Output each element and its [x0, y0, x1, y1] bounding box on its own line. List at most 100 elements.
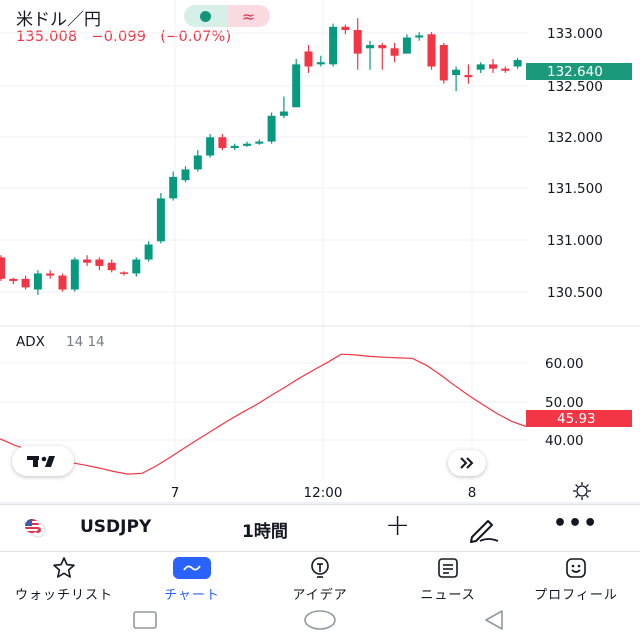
- candle-body: [304, 51, 313, 67]
- time-axis[interactable]: 7 12:00 8: [171, 485, 477, 501]
- market-status-pill[interactable]: ≈: [184, 5, 270, 27]
- star-icon: [53, 557, 75, 578]
- tv-logo-glyph: [27, 456, 55, 467]
- add-indicator-button[interactable]: +: [385, 508, 411, 543]
- candle-body: [193, 155, 202, 170]
- system-nav-icons: [133, 610, 503, 630]
- bottom-navigation: ウォッチリスト チャート アイデア ニュース: [0, 551, 640, 603]
- candle-body: [378, 45, 387, 49]
- candle-body: [390, 48, 399, 56]
- status-dot-icon: [200, 10, 211, 22]
- price-tick: 132.500: [547, 79, 603, 95]
- chart-wave-icon: [173, 557, 211, 579]
- price-tick: 133.000: [547, 26, 603, 42]
- candle-body: [0, 257, 5, 279]
- nav-label: チャート: [164, 588, 220, 603]
- indicator-axis[interactable]: 60.00 50.00 40.00 45.93: [526, 356, 632, 449]
- double-chevron-right-icon: [460, 457, 474, 469]
- candle-body: [267, 115, 276, 142]
- settings-gear-icon[interactable]: [573, 482, 591, 500]
- chart-canvas[interactable]: 133.000 132.500 132.000 131.500 131.000 …: [0, 0, 640, 504]
- chart-toolbar: USDJPY 1時間 + •••: [0, 504, 640, 550]
- time-label: 8: [468, 485, 477, 501]
- symbol-title[interactable]: 米ドル／円: [16, 10, 101, 30]
- nav-label: ニュース: [420, 588, 476, 603]
- candle-body: [107, 262, 116, 271]
- last-price-label: 132.640: [547, 64, 603, 80]
- approx-icon: ≈: [227, 5, 270, 27]
- back-icon[interactable]: [485, 610, 503, 630]
- last-price-marker: [526, 63, 632, 80]
- us-japan-flag-icon[interactable]: [24, 518, 46, 538]
- interval-selector[interactable]: 1時間: [242, 522, 288, 542]
- candle-body: [21, 278, 30, 288]
- adx-series: [0, 353, 527, 475]
- candle-body: [169, 176, 178, 199]
- home-icon[interactable]: [304, 610, 336, 630]
- nav-watchlist[interactable]: ウォッチリスト: [0, 556, 128, 603]
- candle-body: [230, 145, 239, 148]
- candle-body: [255, 141, 264, 144]
- candle-body: [366, 45, 374, 49]
- price-tick: 131.000: [547, 233, 603, 249]
- candle-body: [439, 45, 448, 81]
- symbol-selector[interactable]: USDJPY: [80, 517, 152, 537]
- candle-body: [292, 64, 301, 108]
- candle-body: [9, 278, 18, 281]
- indicator-tick: 50.00: [545, 395, 584, 411]
- candle-body: [513, 60, 522, 67]
- indicator-legend[interactable]: ADX 14 14: [16, 334, 105, 350]
- candle-body: [427, 34, 436, 67]
- candle-body: [33, 273, 42, 290]
- newspaper-icon: [438, 558, 458, 578]
- candle-body: [58, 275, 67, 290]
- candle-body: [181, 169, 190, 181]
- grid-lines: [0, 0, 528, 480]
- nav-news[interactable]: ニュース: [384, 556, 512, 603]
- lightbulb-icon: [311, 557, 329, 578]
- candle-body: [464, 75, 473, 78]
- candle-body: [402, 37, 411, 54]
- candle-body: [329, 26, 338, 65]
- candle-body: [279, 111, 288, 116]
- pencil-icon: [470, 520, 493, 543]
- candle-body: [316, 62, 325, 65]
- candle-body: [341, 26, 350, 31]
- candle-body: [353, 30, 362, 54]
- candle-body: [95, 259, 104, 266]
- scroll-to-realtime-button[interactable]: [448, 450, 486, 476]
- candle-body: [46, 273, 55, 276]
- candle-body: [206, 137, 215, 156]
- candle-body: [452, 69, 461, 76]
- time-label: 12:00: [304, 485, 343, 501]
- price-tick: 132.000: [547, 130, 603, 146]
- time-label: 7: [171, 485, 180, 501]
- candlestick-series: [0, 18, 522, 295]
- candle-body: [218, 137, 227, 148]
- candle-body: [83, 259, 92, 263]
- indicator-last-marker: [526, 410, 632, 427]
- adx-line: [0, 353, 527, 475]
- candle-body: [501, 68, 510, 71]
- indicator-tick: 60.00: [545, 356, 584, 372]
- nav-profile[interactable]: プロフィール: [512, 556, 640, 603]
- indicator-name: ADX: [16, 334, 45, 350]
- indicator-params: 14 14: [66, 334, 105, 350]
- price-axis[interactable]: 133.000 132.500 132.000 131.500 131.000 …: [526, 26, 632, 301]
- more-options-button[interactable]: •••: [553, 511, 599, 536]
- candle-body: [415, 35, 424, 38]
- candle-body: [476, 64, 485, 70]
- nav-ideas[interactable]: アイデア: [256, 556, 384, 603]
- nav-chart[interactable]: チャート: [128, 556, 256, 603]
- drawing-tools-button[interactable]: [466, 515, 502, 543]
- candle-body: [70, 259, 79, 290]
- tradingview-logo-icon[interactable]: [12, 446, 74, 476]
- price-tick: 130.500: [547, 285, 603, 301]
- recent-apps-icon[interactable]: [133, 611, 157, 629]
- candle-body: [120, 272, 128, 274]
- indicator-last-label: 45.93: [557, 411, 596, 427]
- candle-body: [144, 244, 153, 260]
- smiley-face-icon: [566, 558, 586, 578]
- indicator-tick: 40.00: [545, 433, 584, 449]
- candle-body: [156, 198, 165, 242]
